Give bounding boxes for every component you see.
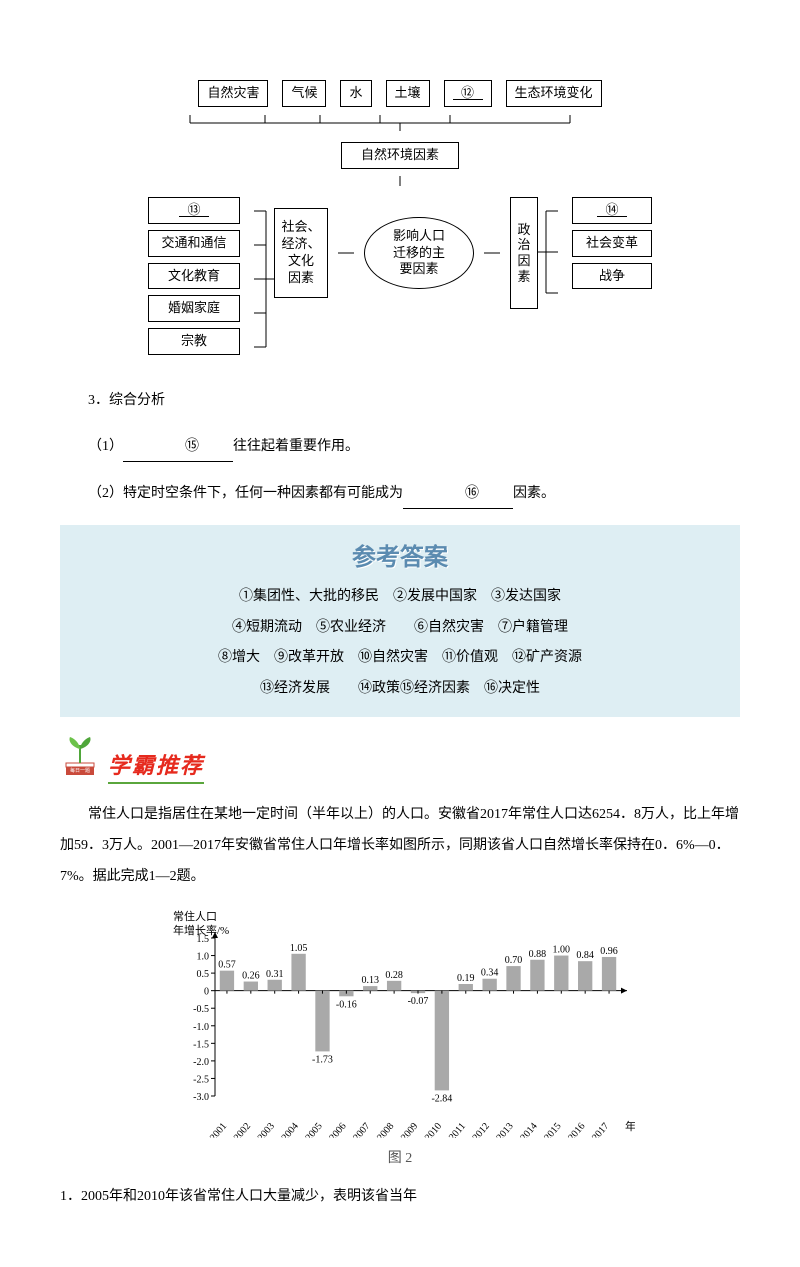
growth-rate-chart: 常住人口年增长率/%1.51.00.50-0.5-1.0-1.5-2.0-2.5…	[165, 908, 635, 1167]
svg-text:0: 0	[204, 987, 209, 998]
svg-text:1.5: 1.5	[197, 934, 210, 945]
svg-text:2001: 2001	[208, 1121, 229, 1138]
cm-env-connector	[130, 176, 670, 186]
svg-text:1.00: 1.00	[553, 945, 571, 956]
cm-top-box: 气候	[282, 80, 326, 107]
svg-text:0.13: 0.13	[361, 975, 379, 986]
svg-text:-1.0: -1.0	[193, 1022, 209, 1033]
svg-text:0.57: 0.57	[218, 960, 236, 971]
svg-text:2017: 2017	[590, 1121, 611, 1138]
svg-text:2010: 2010	[423, 1121, 444, 1138]
svg-text:0.5: 0.5	[197, 969, 210, 980]
svg-text:0.96: 0.96	[600, 946, 618, 957]
cm-top-blank-box: ⑫	[444, 80, 492, 107]
concept-map: 自然灾害 气候 水 土壤 ⑫ 生态环境变化 自然环境因素 ⑬ 交通和通信	[130, 80, 670, 367]
answer-line: ⑬经济发展 ⑭政策⑮经济因素 ⑯决定性	[80, 674, 720, 705]
svg-text:-1.73: -1.73	[312, 1055, 333, 1066]
svg-text:常住人口: 常住人口	[173, 909, 217, 923]
svg-text:-0.16: -0.16	[336, 1000, 357, 1011]
svg-text:2012: 2012	[471, 1121, 492, 1138]
cm-right-bracket	[538, 197, 558, 307]
cm-left-item: 文化教育	[148, 263, 240, 290]
svg-text:2011: 2011	[447, 1121, 468, 1138]
cm-left-group-label: 社会、 经济、 文化 因素	[274, 208, 328, 298]
svg-text:2005: 2005	[303, 1121, 324, 1138]
svg-text:0.70: 0.70	[505, 955, 523, 966]
svg-text:-3.0: -3.0	[193, 1092, 209, 1103]
svg-text:2002: 2002	[232, 1121, 253, 1138]
svg-text:0.19: 0.19	[457, 973, 475, 984]
cm-right-group-label: 政 治 因 素	[510, 197, 538, 309]
svg-text:0.84: 0.84	[576, 951, 594, 962]
passage-p1: 常住人口是指居住在某地一定时间（半年以上）的人口。安徽省2017年常住人口达62…	[60, 800, 740, 892]
svg-text:2014: 2014	[518, 1121, 539, 1138]
svg-text:-1.5: -1.5	[193, 1040, 209, 1051]
section-badge: 每日一题 学霸推荐	[60, 735, 740, 784]
chart-caption: 图 2	[165, 1147, 635, 1167]
svg-text:2013: 2013	[495, 1121, 516, 1138]
svg-text:2009: 2009	[399, 1121, 420, 1138]
cm-top-box: 自然灾害	[198, 80, 268, 107]
section-3-heading: 3．综合分析	[60, 387, 740, 415]
cm-left-group: ⑬ 交通和通信 文化教育 婚姻家庭 宗教	[144, 197, 244, 355]
answer-line: ⑧增大 ⑨改革开放 ⑩自然灾害 ⑪价值观 ⑫矿产资源	[80, 643, 720, 674]
cm-right-group: ⑭ 社会变革 战争	[568, 197, 656, 290]
svg-text:年: 年	[625, 1119, 635, 1133]
svg-text:2004: 2004	[280, 1121, 301, 1138]
sprout-icon: 每日一题	[60, 735, 100, 784]
svg-text:2007: 2007	[351, 1121, 372, 1138]
cm-env-box: 自然环境因素	[341, 142, 459, 169]
answer-box: 参考答案 ①集团性、大批的移民 ②发展中国家 ③发达国家 ④短期流动 ⑤农业经济…	[60, 525, 740, 717]
answer-line: ①集团性、大批的移民 ②发展中国家 ③发达国家	[80, 582, 720, 613]
cm-right-item: 社会变革	[572, 230, 652, 257]
section-3-line2: （2）特定时空条件下，任何一种因素都有可能成为 ⑯ 因素。	[60, 478, 740, 509]
cm-right-item: 战争	[572, 263, 652, 290]
svg-text:2003: 2003	[256, 1121, 277, 1138]
answer-line: ④短期流动 ⑤农业经济 ⑥自然灾害 ⑦户籍管理	[80, 613, 720, 644]
cm-left-item: 婚姻家庭	[148, 295, 240, 322]
svg-text:0.28: 0.28	[385, 970, 403, 981]
svg-text:0.34: 0.34	[481, 968, 499, 979]
cm-top-box: 土壤	[386, 80, 430, 107]
svg-text:-0.07: -0.07	[408, 996, 429, 1007]
cm-top-box: 生态环境变化	[506, 80, 602, 107]
cm-top-connector	[130, 115, 670, 131]
svg-text:1.05: 1.05	[290, 943, 308, 954]
svg-text:-2.5: -2.5	[193, 1075, 209, 1086]
cm-left-bracket	[254, 197, 274, 367]
svg-text:1.0: 1.0	[197, 952, 210, 963]
svg-text:-0.5: -0.5	[193, 1005, 209, 1016]
cm-left-item: 宗教	[148, 328, 240, 355]
svg-text:0.31: 0.31	[266, 969, 284, 980]
svg-text:2015: 2015	[542, 1121, 563, 1138]
svg-text:-2.0: -2.0	[193, 1057, 209, 1068]
svg-text:0.88: 0.88	[529, 949, 547, 960]
cm-top-box: 水	[340, 80, 371, 107]
svg-text:-2.84: -2.84	[431, 1094, 452, 1105]
section-3-line1: （1） ⑮ 往往起着重要作用。	[60, 431, 740, 462]
svg-text:2006: 2006	[327, 1121, 348, 1138]
svg-text:2008: 2008	[375, 1121, 396, 1138]
question-1: 1．2005年和2010年该省常住人口大量减少，表明该省当年	[60, 1183, 740, 1211]
svg-text:2016: 2016	[566, 1121, 587, 1138]
answer-title: 参考答案	[80, 537, 720, 572]
badge-title: 学霸推荐	[108, 748, 204, 784]
cm-left-item: 交通和通信	[148, 230, 240, 257]
svg-text:每日一题: 每日一题	[70, 767, 90, 774]
svg-text:0.26: 0.26	[242, 971, 260, 982]
cm-center-pill: 影响人口 迁移的主 要因素	[364, 217, 474, 290]
